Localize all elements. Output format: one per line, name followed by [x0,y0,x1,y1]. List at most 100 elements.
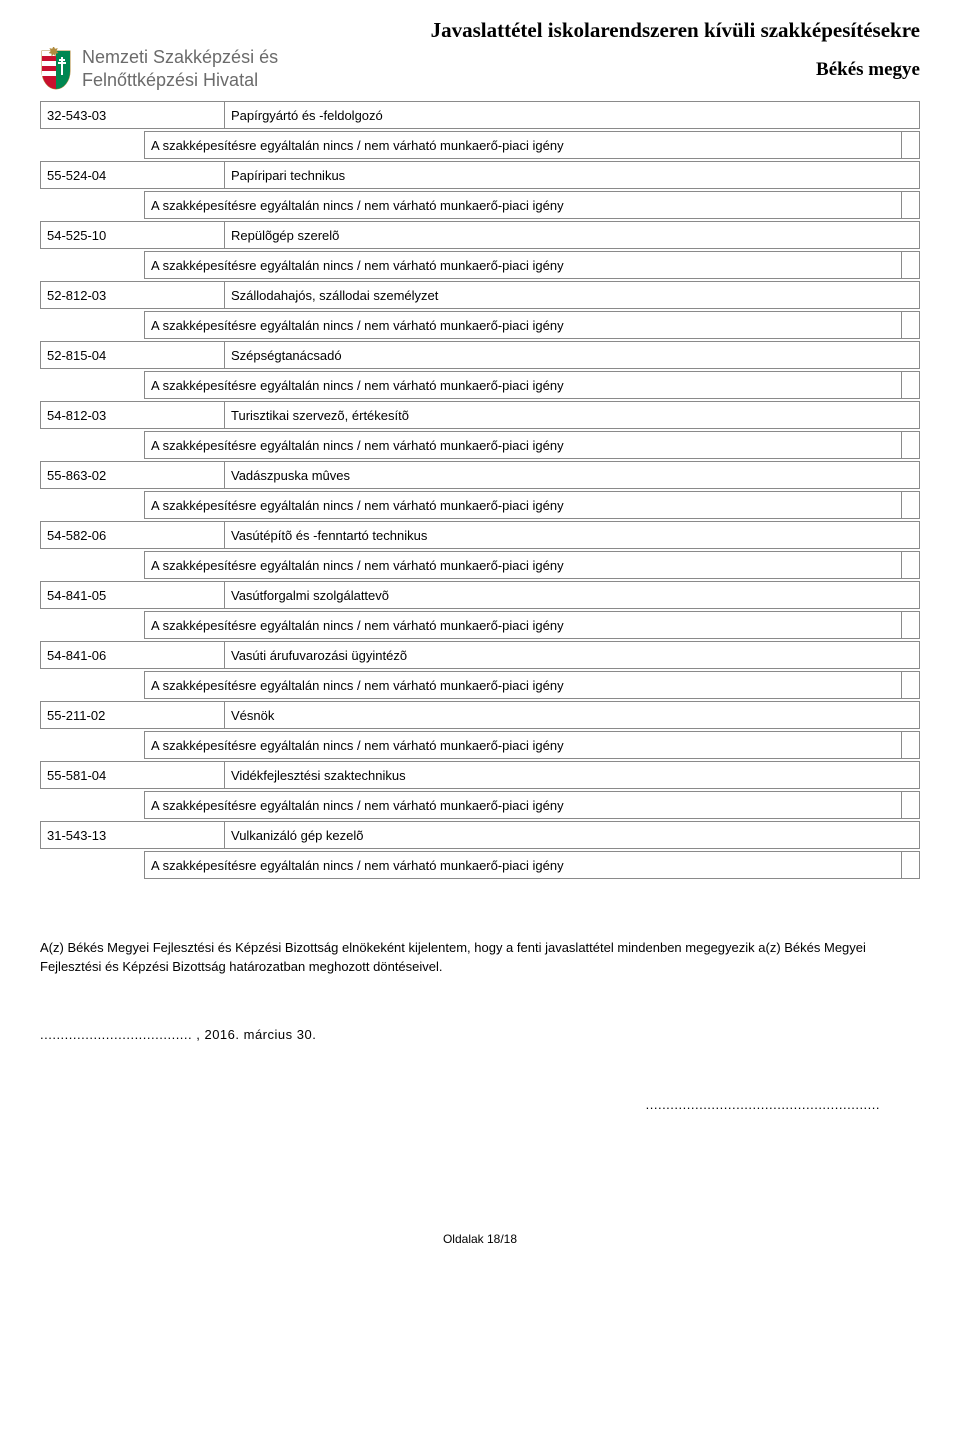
entry-name: Szépségtanácsadó [225,342,919,368]
entry-row: 54-812-03Turisztikai szervezõ, értékesít… [40,401,920,429]
entry-code: 54-841-05 [41,582,225,608]
note-trail [902,311,920,339]
entry-note-row: A szakképesítésre egyáltalán nincs / nem… [40,251,920,279]
note-spacer [40,731,144,759]
entries-table: 32-543-03Papírgyártó és -feldolgozóA sza… [40,101,920,879]
note-trail [902,491,920,519]
entry-note-row: A szakképesítésre egyáltalán nincs / nem… [40,311,920,339]
note-trail [902,371,920,399]
note-spacer [40,791,144,819]
page-footer: Oldalak 18/18 [40,1232,920,1246]
entry-note-text: A szakképesítésre egyáltalán nincs / nem… [144,311,902,339]
note-trail [902,431,920,459]
entry-code: 54-841-06 [41,642,225,668]
entry-row: 54-582-06Vasútépítõ és -fenntartó techni… [40,521,920,549]
entry-note-row: A szakképesítésre egyáltalán nincs / nem… [40,191,920,219]
doc-title: Javaslattétel iskolarendszeren kívüli sz… [431,18,920,43]
entry-code: 54-525-10 [41,222,225,248]
entry-name: Turisztikai szervezõ, értékesítõ [225,402,919,428]
entry-note-row: A szakképesítésre egyáltalán nincs / nem… [40,551,920,579]
entry-note-text: A szakképesítésre egyáltalán nincs / nem… [144,731,902,759]
entry-code: 32-543-03 [41,102,225,128]
entry-note-row: A szakképesítésre egyáltalán nincs / nem… [40,611,920,639]
entry-note-text: A szakképesítésre egyáltalán nincs / nem… [144,431,902,459]
entry-name: Vidékfejlesztési szaktechnikus [225,762,919,788]
entry-note-row: A szakképesítésre egyáltalán nincs / nem… [40,791,920,819]
declaration-text: A(z) Békés Megyei Fejlesztési és Képzési… [40,939,920,977]
entry-note-text: A szakképesítésre egyáltalán nincs / nem… [144,131,902,159]
logo-block: Nemzeti Szakképzési és Felnőttképzési Hi… [40,46,278,91]
entry-note-text: A szakképesítésre egyáltalán nincs / nem… [144,191,902,219]
entry-row: 52-812-03Szállodahajós, szállodai személ… [40,281,920,309]
entry-name: Vadászpuska mûves [225,462,919,488]
entry-code: 55-524-04 [41,162,225,188]
entry-row: 54-525-10Repülõgép szerelõ [40,221,920,249]
note-spacer [40,611,144,639]
note-trail [902,671,920,699]
signature-line: ........................................… [40,1097,920,1112]
entry-note-text: A szakképesítésre egyáltalán nincs / nem… [144,371,902,399]
note-spacer [40,671,144,699]
entry-name: Vasútépítõ és -fenntartó technikus [225,522,919,548]
entry-name: Papírgyártó és -feldolgozó [225,102,919,128]
entry-name: Vasútforgalmi szolgálattevõ [225,582,919,608]
entry-code: 55-211-02 [41,702,225,728]
entry-name: Vasúti árufuvarozási ügyintézõ [225,642,919,668]
entry-code: 54-582-06 [41,522,225,548]
note-spacer [40,191,144,219]
entry-name: Papíripari technikus [225,162,919,188]
note-spacer [40,371,144,399]
entry-note-row: A szakképesítésre egyáltalán nincs / nem… [40,371,920,399]
note-trail [902,251,920,279]
note-trail [902,131,920,159]
entry-row: 54-841-05Vasútforgalmi szolgálattevõ [40,581,920,609]
title-block: Javaslattétel iskolarendszeren kívüli sz… [431,18,920,81]
entry-name: Vésnök [225,702,919,728]
entry-name: Szállodahajós, szállodai személyzet [225,282,919,308]
entry-name: Repülõgép szerelõ [225,222,919,248]
entry-note-text: A szakképesítésre egyáltalán nincs / nem… [144,611,902,639]
entry-row: 31-543-13Vulkanizáló gép kezelõ [40,821,920,849]
entry-note-row: A szakképesítésre egyáltalán nincs / nem… [40,491,920,519]
header: Nemzeti Szakképzési és Felnőttképzési Hi… [40,18,920,91]
entry-note-row: A szakképesítésre egyáltalán nincs / nem… [40,671,920,699]
note-spacer [40,251,144,279]
doc-subtitle: Békés megye [431,59,920,81]
date-line: ..................................... , … [40,1027,920,1042]
note-trail [902,851,920,879]
note-spacer [40,311,144,339]
entry-row: 55-581-04Vidékfejlesztési szaktechnikus [40,761,920,789]
note-trail [902,551,920,579]
entry-row: 55-863-02Vadászpuska mûves [40,461,920,489]
entry-note-text: A szakképesítésre egyáltalán nincs / nem… [144,851,902,879]
coat-of-arms-icon [40,47,72,91]
note-spacer [40,491,144,519]
entry-code: 52-815-04 [41,342,225,368]
note-spacer [40,431,144,459]
entry-note-text: A szakképesítésre egyáltalán nincs / nem… [144,671,902,699]
note-trail [902,191,920,219]
org-name-line2: Felnőttképzési Hivatal [82,69,278,92]
org-name-line1: Nemzeti Szakképzési és [82,46,278,69]
note-trail [902,731,920,759]
entry-row: 55-524-04Papíripari technikus [40,161,920,189]
entry-note-text: A szakképesítésre egyáltalán nincs / nem… [144,491,902,519]
org-name: Nemzeti Szakképzési és Felnőttképzési Hi… [82,46,278,91]
entry-row: 32-543-03Papírgyártó és -feldolgozó [40,101,920,129]
entry-note-row: A szakképesítésre egyáltalán nincs / nem… [40,131,920,159]
entry-note-text: A szakképesítésre egyáltalán nincs / nem… [144,551,902,579]
entry-note-row: A szakképesítésre egyáltalán nincs / nem… [40,851,920,879]
note-spacer [40,851,144,879]
note-spacer [40,131,144,159]
entry-name: Vulkanizáló gép kezelõ [225,822,919,848]
entry-note-row: A szakképesítésre egyáltalán nincs / nem… [40,431,920,459]
entry-row: 54-841-06Vasúti árufuvarozási ügyintézõ [40,641,920,669]
entry-note-text: A szakképesítésre egyáltalán nincs / nem… [144,791,902,819]
entry-code: 55-581-04 [41,762,225,788]
entry-row: 55-211-02Vésnök [40,701,920,729]
note-trail [902,791,920,819]
note-trail [902,611,920,639]
entry-code: 55-863-02 [41,462,225,488]
entry-row: 52-815-04Szépségtanácsadó [40,341,920,369]
note-spacer [40,551,144,579]
